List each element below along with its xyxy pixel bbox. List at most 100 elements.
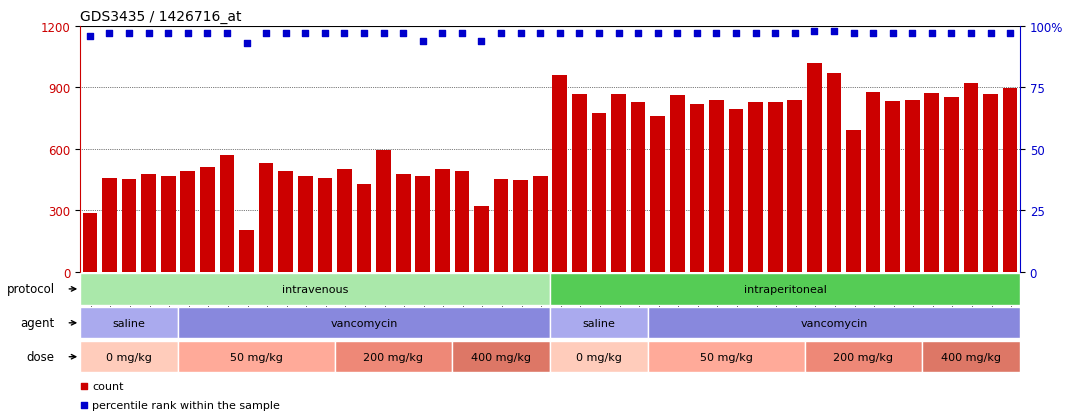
Point	[238, 41, 255, 47]
Bar	[728, 110, 743, 272]
Point	[121, 31, 138, 38]
Bar	[925, 93, 939, 272]
Bar	[474, 207, 489, 272]
Point	[356, 31, 373, 38]
Point	[316, 31, 333, 38]
Point	[76, 383, 93, 389]
Point	[904, 31, 921, 38]
Bar	[103, 178, 116, 272]
Point	[826, 28, 843, 35]
Bar	[709, 100, 724, 272]
Bar	[452, 341, 550, 373]
Bar	[885, 102, 900, 272]
Bar	[963, 84, 978, 272]
Bar	[493, 179, 508, 272]
Bar	[337, 170, 351, 272]
Bar	[648, 308, 1020, 339]
Point	[923, 31, 940, 38]
Bar	[984, 94, 998, 272]
Point	[805, 28, 822, 35]
Point	[76, 401, 93, 408]
Bar	[415, 176, 430, 272]
Bar	[376, 151, 391, 272]
Point	[962, 31, 979, 38]
Bar	[455, 172, 469, 272]
Point	[100, 31, 117, 38]
Text: 200 mg/kg: 200 mg/kg	[363, 352, 423, 362]
Bar	[357, 184, 372, 272]
Bar	[200, 168, 215, 272]
Bar	[648, 341, 804, 373]
Text: intravenous: intravenous	[282, 284, 348, 294]
Text: 200 mg/kg: 200 mg/kg	[833, 352, 893, 362]
Bar	[80, 341, 178, 373]
Bar	[631, 102, 645, 272]
Bar	[670, 95, 685, 272]
Bar	[82, 213, 97, 272]
Bar	[866, 92, 880, 272]
Text: 400 mg/kg: 400 mg/kg	[471, 352, 531, 362]
Point	[649, 31, 666, 38]
Point	[1002, 31, 1019, 38]
Bar	[804, 341, 922, 373]
Text: 50 mg/kg: 50 mg/kg	[230, 352, 283, 362]
Bar	[122, 179, 137, 272]
Point	[864, 31, 881, 38]
Point	[199, 31, 216, 38]
Bar	[298, 176, 313, 272]
Point	[630, 31, 647, 38]
Point	[943, 31, 960, 38]
Bar	[552, 76, 567, 272]
Text: vancomycin: vancomycin	[330, 318, 397, 328]
Bar	[334, 341, 452, 373]
Text: dose: dose	[27, 350, 54, 363]
Text: vancomycin: vancomycin	[800, 318, 867, 328]
Bar	[178, 308, 550, 339]
Bar	[141, 174, 156, 272]
Point	[335, 31, 352, 38]
Bar	[690, 104, 704, 272]
Bar	[80, 308, 178, 339]
Text: GDS3435 / 1426716_at: GDS3435 / 1426716_at	[80, 10, 241, 24]
Text: 0 mg/kg: 0 mg/kg	[576, 352, 622, 362]
Point	[983, 31, 1000, 38]
Bar	[317, 178, 332, 272]
Point	[277, 31, 294, 38]
Bar	[650, 117, 665, 272]
Text: protocol: protocol	[6, 283, 54, 296]
Bar	[611, 94, 626, 272]
Point	[453, 31, 470, 38]
Bar	[178, 341, 334, 373]
Bar	[807, 64, 821, 272]
Text: 400 mg/kg: 400 mg/kg	[941, 352, 1001, 362]
Point	[786, 31, 803, 38]
Text: count: count	[92, 381, 124, 391]
Bar	[180, 172, 195, 272]
Text: percentile rank within the sample: percentile rank within the sample	[92, 400, 280, 410]
Bar	[239, 230, 254, 272]
Bar	[220, 156, 234, 272]
Bar	[846, 131, 861, 272]
Bar	[944, 97, 959, 272]
Text: saline: saline	[582, 318, 615, 328]
Point	[257, 31, 274, 38]
Point	[473, 38, 490, 45]
Point	[414, 38, 431, 45]
Point	[708, 31, 725, 38]
Bar	[905, 100, 920, 272]
Bar	[592, 114, 607, 272]
Point	[610, 31, 627, 38]
Text: saline: saline	[112, 318, 145, 328]
Point	[492, 31, 509, 38]
Bar	[80, 274, 550, 305]
Bar	[396, 174, 410, 272]
Text: 50 mg/kg: 50 mg/kg	[700, 352, 753, 362]
Point	[179, 31, 197, 38]
Point	[434, 31, 451, 38]
Point	[159, 31, 176, 38]
Point	[591, 31, 608, 38]
Point	[845, 31, 862, 38]
Bar	[514, 180, 528, 272]
Point	[551, 31, 568, 38]
Point	[767, 31, 784, 38]
